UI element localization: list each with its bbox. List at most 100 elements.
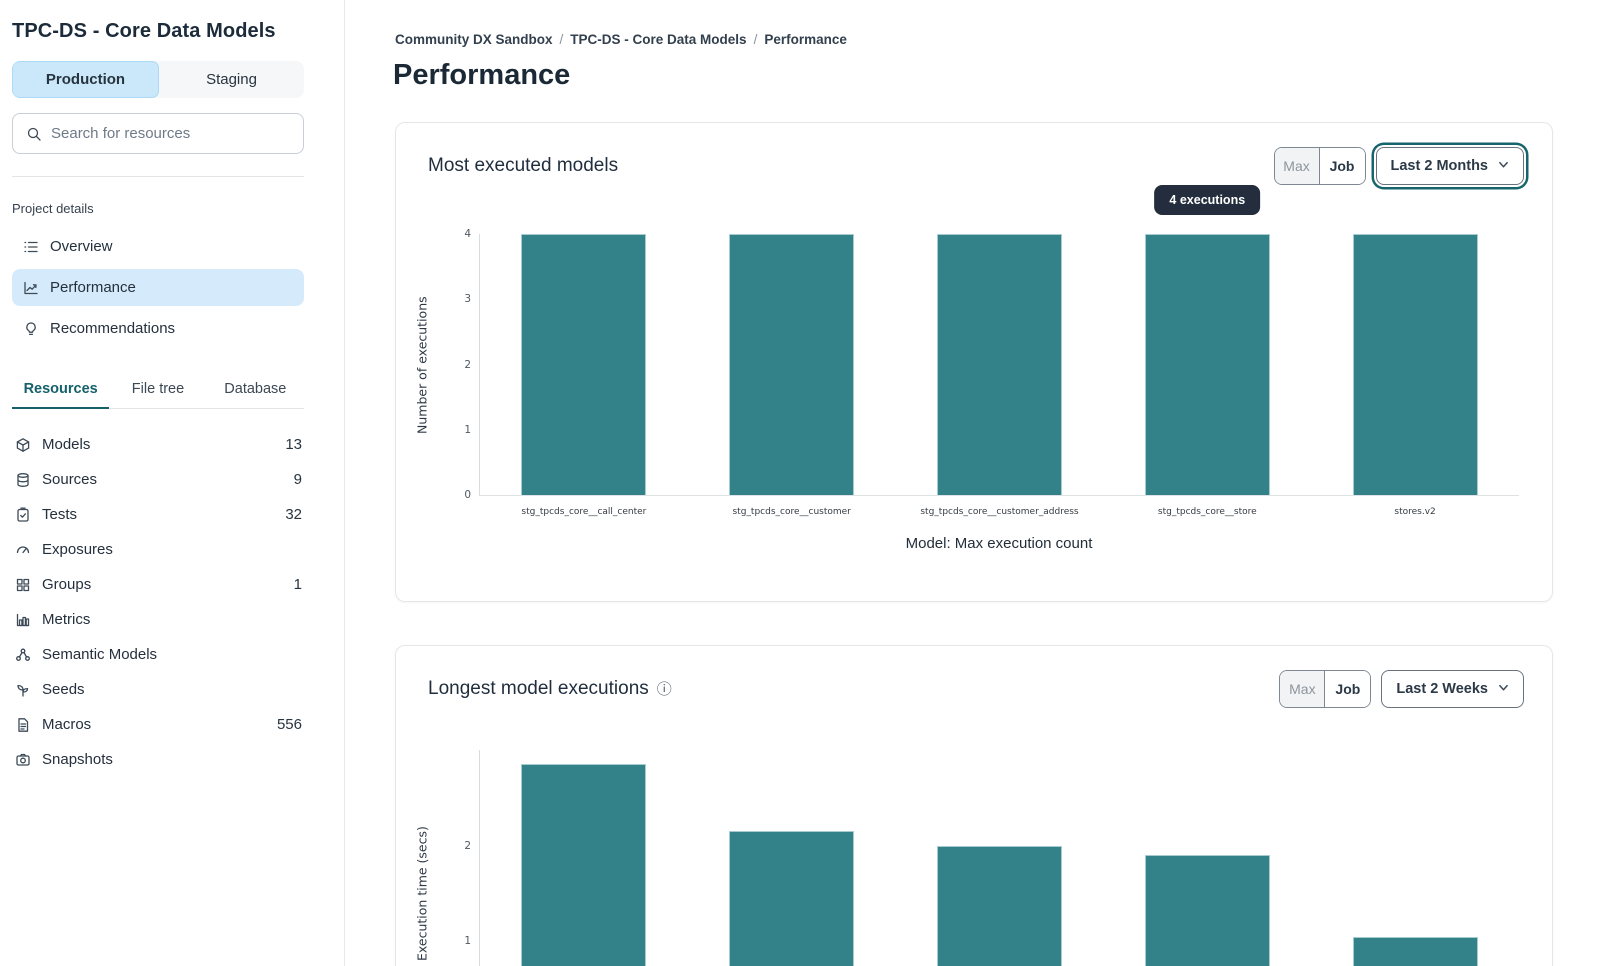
x-tick-label: stg_tpcds_core__store bbox=[1157, 507, 1257, 517]
y-tick-label: 1 bbox=[464, 935, 471, 948]
chart-line-icon bbox=[22, 279, 39, 296]
resource-row-sources[interactable]: Sources 9 bbox=[12, 462, 304, 497]
gauge-icon bbox=[14, 541, 31, 558]
sidebar-item-label: Overview bbox=[50, 238, 113, 255]
y-tick-label: 3 bbox=[464, 293, 471, 306]
sidebar-item-label: Performance bbox=[50, 279, 136, 296]
resource-count: 32 bbox=[285, 506, 302, 523]
y-tick-label: 2 bbox=[464, 358, 471, 371]
resource-label: Models bbox=[42, 436, 91, 453]
y-tick-label: 0 bbox=[464, 489, 471, 501]
info-icon[interactable]: ⓘ bbox=[656, 680, 672, 698]
card-longest-model-executions: Longest model executions ⓘ Max Job Last … bbox=[395, 645, 1553, 966]
plot-area: 4 executions stg_tpcds_core__call_center… bbox=[479, 185, 1519, 517]
resource-row-seeds[interactable]: Seeds bbox=[12, 672, 304, 707]
date-range-dropdown[interactable]: Last 2 Months bbox=[1375, 147, 1524, 185]
x-tick-label: stg_tpcds_core__call_center bbox=[521, 507, 647, 517]
chevron-down-icon bbox=[1498, 158, 1509, 174]
resource-row-groups[interactable]: Groups 1 bbox=[12, 567, 304, 602]
tab-file-tree[interactable]: File tree bbox=[131, 381, 185, 397]
resource-row-snapshots[interactable]: Snapshots bbox=[12, 742, 304, 777]
page-title: Performance bbox=[393, 59, 571, 91]
bar[interactable] bbox=[1144, 855, 1270, 966]
max-button[interactable]: Max bbox=[1274, 148, 1320, 184]
network-icon bbox=[14, 646, 31, 663]
tab-staging[interactable]: Staging bbox=[206, 71, 257, 88]
resource-label: Groups bbox=[42, 576, 92, 593]
max-job-toggle: Max Job bbox=[1273, 147, 1366, 185]
resource-row-exposures[interactable]: Exposures bbox=[12, 532, 304, 567]
resource-count: 13 bbox=[285, 436, 302, 453]
job-button[interactable]: Job bbox=[1319, 148, 1365, 184]
search-box[interactable] bbox=[12, 113, 304, 154]
resource-row-metrics[interactable]: Metrics bbox=[12, 602, 304, 637]
tab-resources[interactable]: Resources bbox=[12, 375, 110, 409]
sidebar-item-overview[interactable]: Overview bbox=[12, 228, 304, 265]
clipboard-check-icon bbox=[14, 506, 31, 523]
grid-icon bbox=[14, 576, 31, 593]
bar[interactable] bbox=[1352, 936, 1478, 966]
resource-row-semantic-models[interactable]: Semantic Models bbox=[12, 637, 304, 672]
chart-controls: Max Job Last 2 Weeks bbox=[1279, 670, 1524, 708]
breadcrumb-link-project[interactable]: TPC-DS - Core Data Models bbox=[570, 32, 747, 47]
tab-production[interactable]: Production bbox=[12, 61, 159, 98]
list-icon bbox=[22, 238, 39, 255]
resource-label: Seeds bbox=[42, 681, 85, 698]
bar[interactable] bbox=[1144, 234, 1270, 495]
environment-toggle: Production Staging bbox=[12, 61, 304, 98]
resource-label: Sources bbox=[42, 471, 98, 488]
x-tick-label: stores.v2 bbox=[1394, 507, 1436, 517]
chart-tooltip: 4 executions bbox=[1154, 185, 1261, 215]
resource-label: Exposures bbox=[42, 541, 113, 558]
resource-label: Tests bbox=[42, 506, 78, 523]
search-input[interactable] bbox=[51, 125, 291, 142]
breadcrumb-separator: / bbox=[559, 32, 564, 47]
breadcrumb: Community DX Sandbox / TPC-DS - Core Data … bbox=[345, 0, 1621, 47]
breadcrumb-separator: / bbox=[753, 32, 758, 47]
chevron-down-icon bbox=[1498, 681, 1509, 697]
date-range-value: Last 2 Months bbox=[1390, 158, 1488, 174]
sidebar-item-label: Recommendations bbox=[50, 320, 176, 337]
bar[interactable] bbox=[729, 234, 855, 495]
plot-area bbox=[479, 750, 1519, 966]
y-axis-label: Execution time (secs) bbox=[414, 826, 430, 961]
card-title: Most executed models bbox=[428, 155, 619, 176]
max-button[interactable]: Max bbox=[1280, 671, 1326, 707]
bar-chart-icon bbox=[14, 611, 31, 628]
bar[interactable] bbox=[937, 845, 1062, 966]
job-button[interactable]: Job bbox=[1325, 671, 1371, 707]
bar[interactable] bbox=[521, 234, 647, 495]
y-tick-label: 2 bbox=[464, 839, 471, 852]
resource-label: Semantic Models bbox=[42, 646, 158, 663]
bar[interactable] bbox=[521, 764, 647, 966]
x-tick-label: stg_tpcds_core__customer bbox=[732, 507, 851, 517]
y-tick-label: 4 bbox=[464, 228, 471, 240]
resource-label: Macros bbox=[42, 716, 92, 733]
lightbulb-icon bbox=[22, 320, 39, 337]
date-range-value: Last 2 Weeks bbox=[1396, 681, 1488, 697]
main-content: Community DX Sandbox / TPC-DS - Core Data … bbox=[345, 0, 1621, 966]
bar[interactable] bbox=[937, 234, 1062, 495]
resource-row-tests[interactable]: Tests 32 bbox=[12, 497, 304, 532]
resource-row-models[interactable]: Models 13 bbox=[12, 427, 304, 462]
document-icon bbox=[14, 716, 31, 733]
card-title: Longest model executions bbox=[428, 678, 649, 699]
divider bbox=[12, 176, 304, 177]
resource-count: 1 bbox=[293, 576, 302, 593]
chart-controls: Max Job Last 2 Months bbox=[1273, 147, 1524, 185]
breadcrumb-link-account[interactable]: Community DX Sandbox bbox=[395, 32, 553, 47]
card-most-executed-models: Most executed models Max Job Last 2 Mont… bbox=[395, 122, 1553, 602]
chart-longest-executions: Execution time (secs) 012 bbox=[396, 646, 1552, 966]
bar[interactable] bbox=[729, 831, 855, 966]
resource-count: 556 bbox=[276, 716, 302, 733]
bar[interactable] bbox=[1352, 234, 1478, 495]
sidebar-item-performance[interactable]: Performance bbox=[12, 269, 304, 306]
sidebar-item-recommendations[interactable]: Recommendations bbox=[12, 310, 304, 347]
date-range-dropdown[interactable]: Last 2 Weeks bbox=[1381, 670, 1524, 708]
max-job-toggle: Max Job bbox=[1279, 670, 1372, 708]
search-icon bbox=[25, 125, 42, 142]
tab-database[interactable]: Database bbox=[224, 381, 287, 397]
y-tick-label: 1 bbox=[464, 423, 471, 436]
resource-label: Metrics bbox=[42, 611, 91, 628]
resource-row-macros[interactable]: Macros 556 bbox=[12, 707, 304, 742]
